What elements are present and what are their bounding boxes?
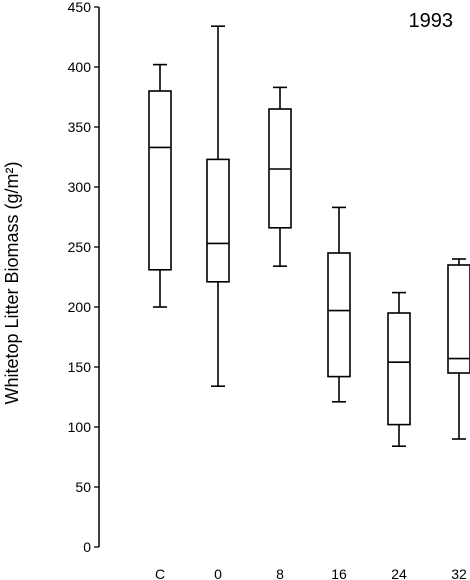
x-category-label: C: [155, 566, 165, 580]
x-category-label: 0: [214, 566, 222, 580]
x-category-label: 8: [276, 566, 284, 580]
y-tick-label: 200: [68, 299, 92, 315]
iqr-box: [447, 264, 470, 374]
y-tick-label: 450: [68, 0, 92, 15]
y-tick-label: 50: [75, 479, 91, 495]
iqr-box: [148, 90, 172, 271]
y-tick-label: 250: [68, 239, 92, 255]
box-16: [327, 206, 351, 403]
box-C: [148, 63, 172, 308]
y-tick-label: 300: [68, 179, 92, 195]
y-ticks-group: 0 50 100 150 200 250 300 350 400 450: [68, 0, 99, 555]
boxes-group: [148, 25, 470, 448]
box-8: [268, 86, 292, 268]
box-0: [206, 25, 230, 388]
y-axis-label: Whitetop Litter Biomass (g/m²): [2, 161, 22, 404]
x-category-labels-group: C 0 8 16 24 32: [155, 566, 467, 580]
y-tick-label: 400: [68, 59, 92, 75]
panel-label: 1993: [409, 10, 454, 32]
y-tick-label: 0: [83, 539, 91, 555]
iqr-box: [206, 158, 230, 283]
box-24: [387, 291, 411, 448]
iqr-box: [387, 312, 411, 426]
x-category-label: 32: [451, 566, 467, 580]
y-tick-label: 100: [68, 419, 92, 435]
box-32: [447, 258, 470, 440]
y-tick-label: 350: [68, 119, 92, 135]
x-category-label: 24: [391, 566, 407, 580]
y-tick-label: 150: [68, 359, 92, 375]
iqr-box: [327, 252, 351, 378]
x-category-label: 16: [331, 566, 347, 580]
